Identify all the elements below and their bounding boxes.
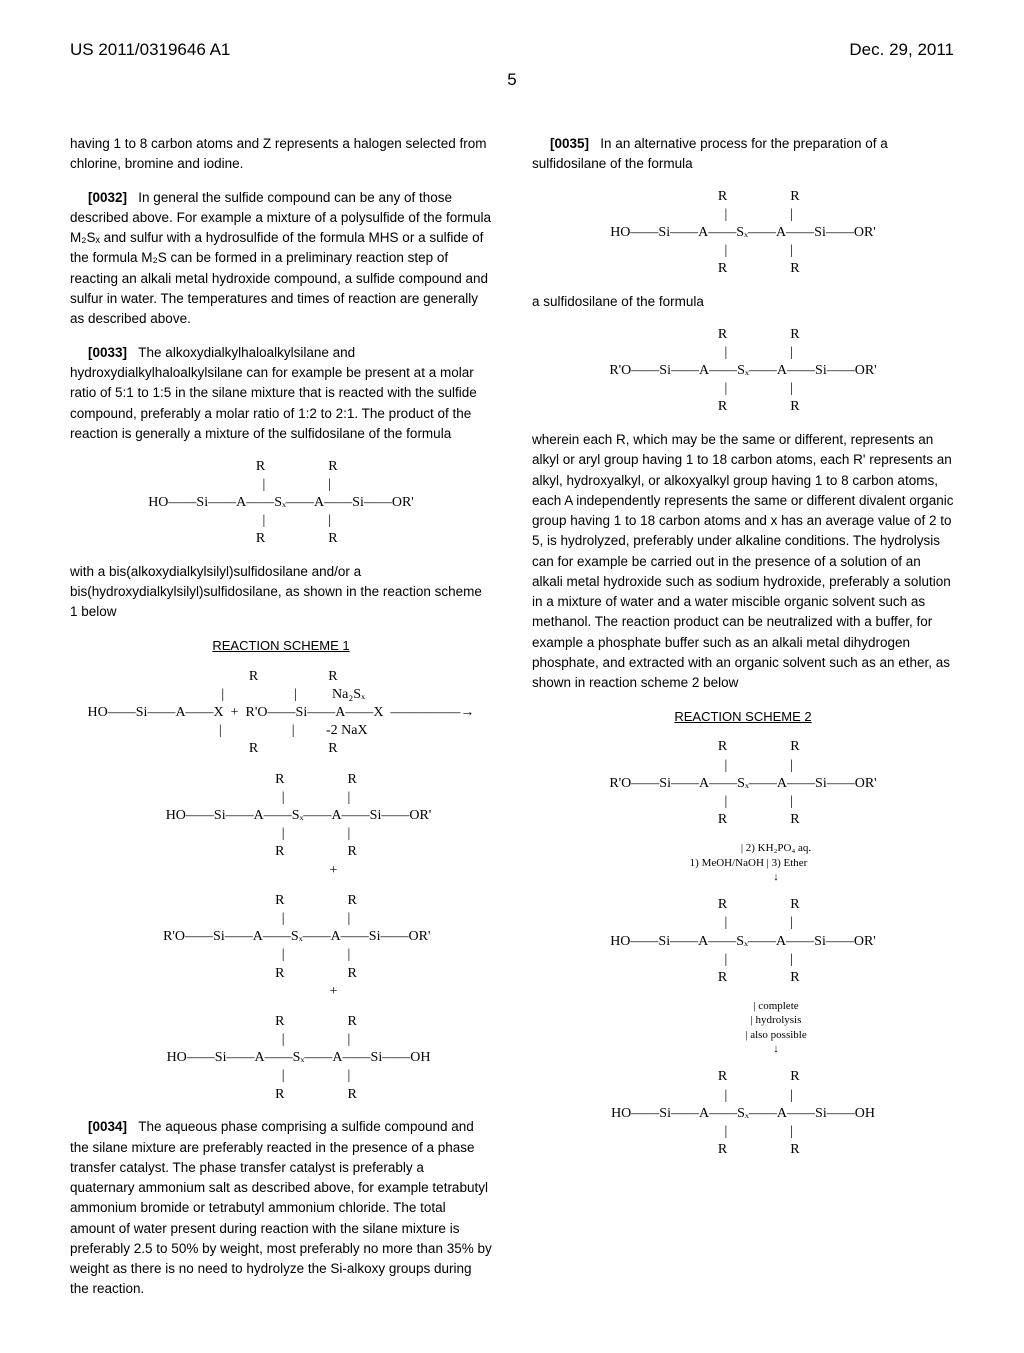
scheme-2-start: R R | | R'O——Si——A——Sₓ——A——Si——OR' | | R… — [532, 738, 954, 829]
page-container: US 2011/0319646 A1 Dec. 29, 2011 5 havin… — [0, 0, 1024, 1353]
text: In general the sulfide compound can be a… — [70, 190, 491, 327]
scheme-2-arrow-1: | 2) KH₂PO₄ aq. 1) MeOH/NaOH | 3) Ether … — [532, 841, 954, 884]
formula-3: R R | | R'O——Si——A——Sₓ——A——Si——OR' | | R… — [532, 326, 954, 417]
left-column: having 1 to 8 carbon atoms and Z represe… — [70, 120, 492, 1313]
scheme-2-end: R R | | HO——Si——A——Sₓ——A——Si——OH | | R R — [532, 1068, 954, 1159]
para-31-cont: having 1 to 8 carbon atoms and Z represe… — [70, 134, 492, 175]
text: The aqueous phase comprising a sulfide c… — [70, 1119, 492, 1296]
text: The alkoxydialkylhaloalkylsilane and hyd… — [70, 345, 477, 441]
right-column: [0035] In an alternative process for the… — [532, 120, 954, 1313]
formula-2: R R | | HO——Si——A——Sₓ——A——Si——OR' | | R … — [532, 188, 954, 279]
formula-1: R R | | HO——Si——A——Sₓ——A——Si——OR' | | R … — [70, 458, 492, 549]
scheme-2-arrow-2: | complete | hydrolysis | also possible … — [532, 999, 954, 1056]
scheme-1-product-1: R R | | HO——Si——A——Sₓ——A——Si——OR' | | R … — [70, 771, 492, 880]
para-number: [0035] — [550, 136, 589, 151]
scheme-1-reactants: R R | | Na₂Sₓ HO——Si——A——X + R'O——Si——A—… — [70, 668, 492, 759]
para-34: [0034] The aqueous phase comprising a su… — [70, 1117, 492, 1299]
scheme-2-mid: R R | | HO——Si——A——Sₓ——A——Si——OR' | | R … — [532, 896, 954, 987]
para-number: [0032] — [88, 190, 127, 205]
para-35: [0035] In an alternative process for the… — [532, 134, 954, 175]
scheme-2-title: REACTION SCHEME 2 — [532, 707, 954, 727]
para-32: [0032] In general the sulfide compound c… — [70, 188, 492, 330]
page-number: 5 — [70, 70, 954, 90]
para-33: [0033] The alkoxydialkylhaloalkylsilane … — [70, 343, 492, 444]
scheme-1-product-2: R R | | R'O——Si——A——Sₓ——A——Si——OR' | | R… — [70, 892, 492, 1001]
page-header: US 2011/0319646 A1 Dec. 29, 2011 — [70, 40, 954, 60]
para-35-cont2: wherein each R, which may be the same or… — [532, 430, 954, 693]
para-33-cont: with a bis(alkoxydialkylsilyl)sulfidosil… — [70, 562, 492, 623]
para-35-cont1: a sulfidosilane of the formula — [532, 292, 954, 312]
para-number: [0033] — [88, 345, 127, 360]
publication-date: Dec. 29, 2011 — [849, 40, 954, 60]
para-number: [0034] — [88, 1119, 127, 1134]
publication-number: US 2011/0319646 A1 — [70, 40, 230, 60]
text: having 1 to 8 carbon atoms and Z represe… — [70, 136, 487, 171]
scheme-1-product-3: R R | | HO——Si——A——Sₓ——A——Si——OH | | R R — [70, 1013, 492, 1104]
column-container: having 1 to 8 carbon atoms and Z represe… — [70, 120, 954, 1313]
scheme-1-title: REACTION SCHEME 1 — [70, 636, 492, 656]
